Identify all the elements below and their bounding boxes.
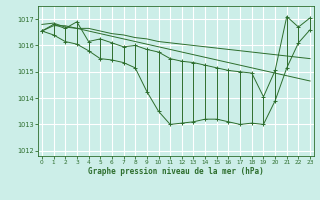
X-axis label: Graphe pression niveau de la mer (hPa): Graphe pression niveau de la mer (hPa) — [88, 167, 264, 176]
